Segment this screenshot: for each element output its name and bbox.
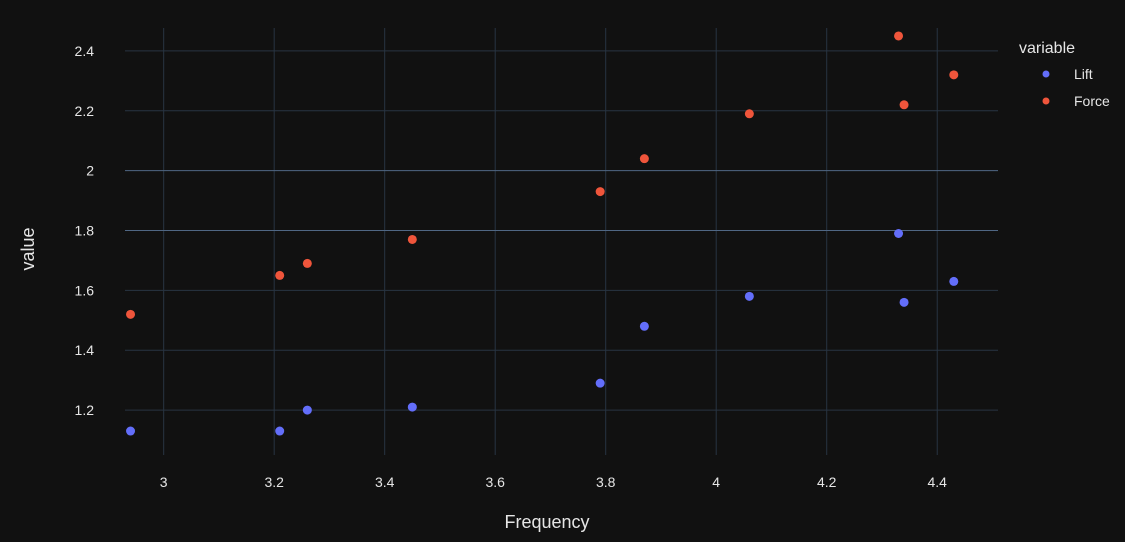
legend-item-force[interactable]: Force [1042,93,1111,109]
point-force[interactable] [639,154,649,164]
point-force[interactable] [302,258,312,268]
y-tick-label: 2.2 [75,103,95,119]
point-force[interactable] [407,234,417,244]
legend-item-lift[interactable]: Lift [1042,66,1093,82]
point-lift[interactable] [894,229,904,238]
y-tick-label: 2 [86,163,94,179]
x-tick-label: 3 [160,474,168,490]
y-axis-title: value [18,227,38,270]
x-axis-title: Frequency [504,512,589,532]
point-lift[interactable] [899,297,909,307]
y-tick-label: 2.4 [75,43,95,59]
y-tick-label: 1.6 [75,282,95,298]
point-lift[interactable] [949,276,959,286]
legend[interactable]: variable Lift Force [1019,40,1110,109]
x-tick-label: 3.6 [485,474,505,490]
x-axis-ticks: 3 3.2 3.4 3.6 3.8 4 4.2 4.4 [160,474,947,490]
point-lift[interactable] [639,321,649,331]
y-tick-label: 1.2 [75,402,95,418]
y-tick-label: 1.8 [75,223,95,239]
legend-marker-force [1042,97,1050,105]
x-tick-label: 4.2 [817,474,837,490]
grid [125,28,998,455]
point-lift[interactable] [275,426,285,436]
legend-label-force: Force [1074,93,1110,109]
point-lift[interactable] [744,291,754,301]
x-tick-label: 3.2 [264,474,284,490]
data-points [126,31,959,436]
point-force[interactable] [275,270,285,280]
point-lift[interactable] [126,426,136,436]
point-force[interactable] [126,309,136,319]
point-lift[interactable] [595,378,605,388]
legend-title: variable [1019,40,1075,57]
point-lift[interactable] [407,402,417,412]
legend-label-lift: Lift [1074,66,1093,82]
x-tick-label: 4 [712,474,720,490]
point-force[interactable] [894,31,904,41]
y-tick-label: 1.4 [75,342,95,358]
x-tick-label: 3.4 [375,474,395,490]
point-force[interactable] [949,70,959,80]
point-force[interactable] [744,109,754,119]
x-tick-label: 3.8 [596,474,616,490]
y-axis-ticks: 1.2 1.4 1.6 1.8 2 2.2 2.4 [75,43,95,418]
point-force[interactable] [899,100,909,110]
x-tick-label: 4.4 [927,474,947,490]
point-force[interactable] [595,187,605,197]
point-lift[interactable] [302,405,312,415]
legend-marker-lift [1042,70,1050,78]
